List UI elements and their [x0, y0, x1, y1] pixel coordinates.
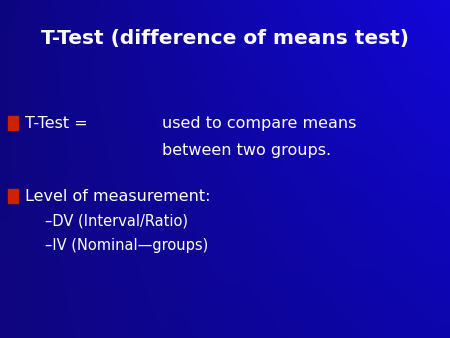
Text: T-Test (difference of means test): T-Test (difference of means test)	[41, 29, 409, 48]
Text: Level of measurement:: Level of measurement:	[25, 189, 210, 203]
Text: between two groups.: between two groups.	[162, 143, 331, 158]
Text: T-Test =: T-Test =	[25, 116, 87, 131]
Text: –DV (Interval/Ratio): –DV (Interval/Ratio)	[45, 214, 188, 229]
FancyBboxPatch shape	[8, 189, 18, 203]
Text: –IV (Nominal—groups): –IV (Nominal—groups)	[45, 238, 208, 252]
FancyBboxPatch shape	[8, 116, 18, 130]
Text: used to compare means: used to compare means	[162, 116, 356, 131]
